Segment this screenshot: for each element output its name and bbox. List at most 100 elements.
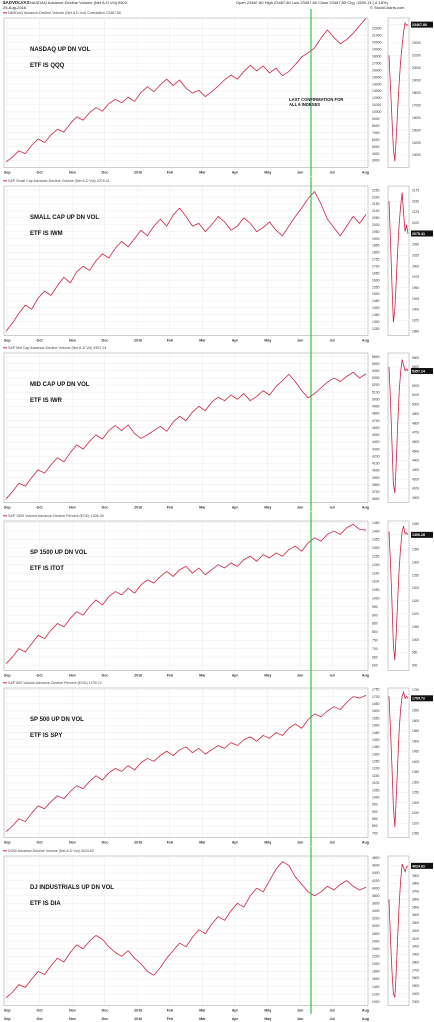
inset-tick-label: 1550 xyxy=(412,729,419,733)
panel-subtitle: S&P 1500 Volume Advance-Decline Percent … xyxy=(8,514,104,518)
x-tick-label: May xyxy=(264,338,271,342)
panel-subtitle: NASDAQ Advance-Decline Volume (Net A-D V… xyxy=(8,11,121,15)
y-tick-label: 5400 xyxy=(372,369,380,373)
inset-tick-label: 4900 xyxy=(412,412,419,416)
panel-index-label: MID CAP UP DN VOL xyxy=(30,382,90,388)
x-tick-label: Jul xyxy=(329,673,334,677)
y-tick-label: 1800 xyxy=(372,969,380,973)
y-tick-label: 1300 xyxy=(372,319,380,323)
header-description: NASDAQ Advance-Decline Volume (Net A-D V… xyxy=(30,0,128,5)
y-tick-label: 4100 xyxy=(372,462,380,466)
panel-index-label: NASDAQ UP DN VOL xyxy=(30,47,91,53)
inset-tick-label: 5500 xyxy=(412,356,419,360)
inset-tick-label: 2600 xyxy=(412,976,419,980)
y-tick-label: 650 xyxy=(372,655,378,659)
y-tick-label: 2200 xyxy=(372,195,380,199)
inset-tick-label: 2050 xyxy=(412,242,419,246)
x-tick-label: Nov xyxy=(69,171,76,175)
x-tick-label: May xyxy=(264,506,271,510)
y-tick-label: 22000 xyxy=(372,27,382,31)
x-tick-label: Aug xyxy=(362,506,369,510)
x-tick-label: Jul xyxy=(329,506,334,510)
y-tick-label: 1350 xyxy=(372,537,380,541)
inset-tick-label: 2000 xyxy=(412,264,419,268)
inset-tick-label: 1925 xyxy=(412,296,419,300)
main-plot-frame xyxy=(3,520,369,671)
inset-tick-label: 1250 xyxy=(412,791,419,795)
y-tick-label: 4600 xyxy=(372,863,380,867)
y-tick-label: 19000 xyxy=(372,47,382,51)
bottom-x-tick-label: Oct xyxy=(37,1017,44,1021)
y-tick-label: 4500 xyxy=(372,433,380,437)
panel-index-label: DJ INDUSTRIALS UP DN VOL xyxy=(30,885,114,891)
inset-tick-label: 1950 xyxy=(412,286,419,290)
x-tick-label: Apr xyxy=(232,841,239,845)
bottom-x-tick-label: Jul xyxy=(329,1017,334,1021)
inset-tick-label: 3800 xyxy=(412,881,419,885)
y-tick-label: 3600 xyxy=(372,497,380,501)
y-tick-label: 1400 xyxy=(372,738,380,742)
last-value-label: 2075.41 xyxy=(412,231,425,235)
x-tick-label: Jun xyxy=(297,506,303,510)
y-tick-label: 1050 xyxy=(372,788,380,792)
panel-subtitle: S&P Mid Cap Advance-Decline Volume (Net … xyxy=(8,346,106,350)
y-tick-label: 1750 xyxy=(372,688,380,692)
inset-tick-label: 2700 xyxy=(412,968,419,972)
y-tick-label: 1000 xyxy=(372,596,380,600)
inset-tick-label: 4200 xyxy=(412,477,419,481)
x-tick-label: Apr xyxy=(232,506,239,510)
inset-tick-label: 2400 xyxy=(412,991,419,995)
y-tick-label: 10000 xyxy=(372,110,382,114)
inset-tick-label: 5200 xyxy=(412,384,419,388)
y-tick-label: 5000 xyxy=(372,145,380,149)
inset-plot-frame xyxy=(387,352,410,503)
y-tick-label: 600 xyxy=(372,663,378,667)
y-tick-label: 3000 xyxy=(372,159,380,163)
inset-tick-label: 2175 xyxy=(412,188,419,192)
y-tick-label: 4800 xyxy=(372,856,380,860)
y-tick-label: 1450 xyxy=(372,731,380,735)
inset-tick-label: 2900 xyxy=(412,952,419,956)
y-tick-label: 9000 xyxy=(372,117,380,121)
x-tick-label: Feb xyxy=(167,1008,174,1012)
y-tick-label: 1350 xyxy=(372,312,380,316)
y-tick-label: 1400 xyxy=(372,984,380,988)
inset-series-line xyxy=(388,525,409,660)
x-tick-label: Sep xyxy=(4,506,11,510)
y-tick-label: 3400 xyxy=(372,909,380,913)
inset-plot-frame xyxy=(387,687,410,838)
inset-tick-label: 1350 xyxy=(412,770,419,774)
x-tick-label: Feb xyxy=(167,841,174,845)
x-tick-label: May xyxy=(264,1008,271,1012)
inset-tick-label: 900 xyxy=(412,663,418,667)
chart-panel-5: 1750 1700 1650 1600 1550 1500 1450 1400 1350 1300… xyxy=(3,679,433,847)
y-tick-label: 1700 xyxy=(372,264,380,268)
x-tick-label: Feb xyxy=(167,171,174,175)
x-tick-label: Jul xyxy=(329,338,334,342)
x-tick-label: Jun xyxy=(297,1008,303,1012)
inset-tick-label: 4400 xyxy=(412,459,419,463)
y-tick-label: 2800 xyxy=(372,931,380,935)
x-tick-label: Sep xyxy=(4,673,11,677)
chart-panel-6: 4800 4600 4400 4200 4000 3800 3600 3400 3200 3000… xyxy=(3,846,433,1014)
inset-tick-label: 4600 xyxy=(412,440,419,444)
y-tick-label: 1550 xyxy=(372,716,380,720)
inset-tick-label: 3500 xyxy=(412,905,419,909)
inset-series-line xyxy=(388,690,409,828)
y-tick-label: 1650 xyxy=(372,702,380,706)
y-tick-label: 1050 xyxy=(372,588,380,592)
y-tick-label: 16000 xyxy=(372,68,382,72)
x-tick-label: Feb xyxy=(167,673,174,677)
header-symbol: $ADVDLVAS xyxy=(3,0,30,5)
y-tick-label: 850 xyxy=(372,817,378,821)
inset-tick-label: 20000 xyxy=(412,66,421,70)
last-value-box xyxy=(411,368,433,375)
y-tick-label: 1700 xyxy=(372,695,380,699)
y-tick-label: 3000 xyxy=(372,924,380,928)
x-tick-label: 2016 xyxy=(134,338,142,342)
y-tick-label: 15000 xyxy=(372,75,382,79)
y-tick-label: 1350 xyxy=(372,745,380,749)
x-tick-label: Mar xyxy=(199,171,206,175)
y-tick-label: 5100 xyxy=(372,390,380,394)
last-value-label: 4024.62 xyxy=(412,864,425,868)
